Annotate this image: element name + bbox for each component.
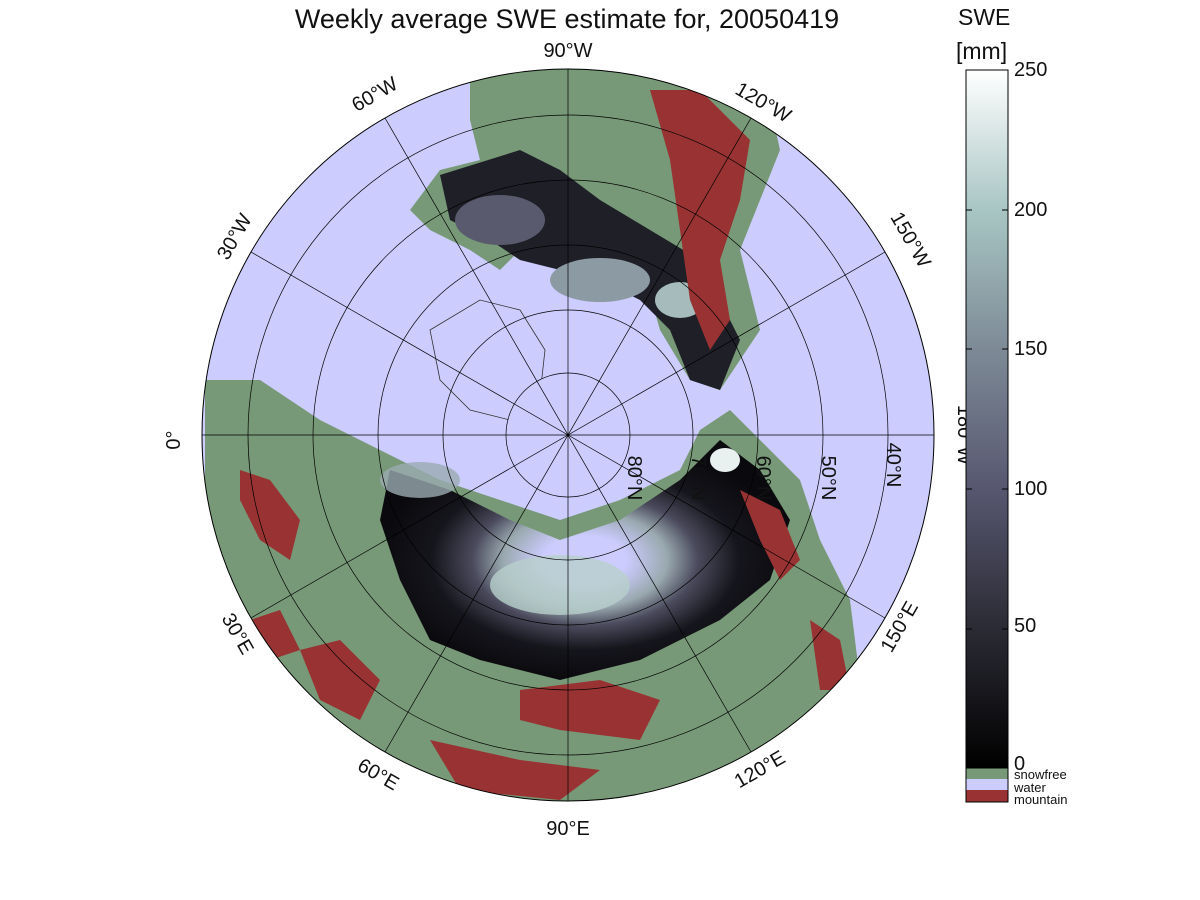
legend-swatch-water [966,779,1008,790]
legend-swatch-snowfree [966,768,1008,779]
colorbar-tick-label: 250 [1014,59,1048,81]
legend-label-mountain: mountain [1014,792,1068,807]
colorbar-tick-label: 150 [1014,338,1048,360]
colorbar-tick-label: 200 [1014,199,1048,221]
lon-label-60w: 60°W [348,73,402,117]
mountain-europe [240,470,300,660]
map-title: Weekly average SWE estimate for, 2005041… [294,4,840,34]
colorbar-unit: [mm] [956,38,1008,64]
legend-label-water: water [1014,780,1046,795]
lon-label-0: 0° [163,430,185,449]
colorbar-tick-label: 50 [1014,615,1037,637]
colorbar-title: SWE [958,4,1011,30]
lon-label-60e: 60°E [354,754,403,795]
mountain-rockies [650,90,750,350]
legend-swatch-mountain [966,790,1008,802]
lon-label-90w: 90°W [543,40,592,62]
lon-label-150w: 150°W [886,208,935,271]
longitude-lines [202,69,934,801]
legend-label-snowfree: snowfree [1014,767,1067,782]
colorbar-tick-label: 0 [1014,753,1026,775]
mountain-east-siberia [740,490,850,690]
lat-label-60n: 60°N [752,456,774,501]
colorbar [965,69,1009,769]
lat-label-40n: 40°N [882,443,904,488]
colorbar-tick-label: 100 [1014,478,1048,500]
lat-label-80n: 80°N [623,456,645,501]
lon-label-90e: 90°E [546,818,590,840]
lat-label-70n: 70°N [687,456,709,501]
lat-label-50n: 50°N [817,456,839,501]
mountain-asia [300,640,660,800]
